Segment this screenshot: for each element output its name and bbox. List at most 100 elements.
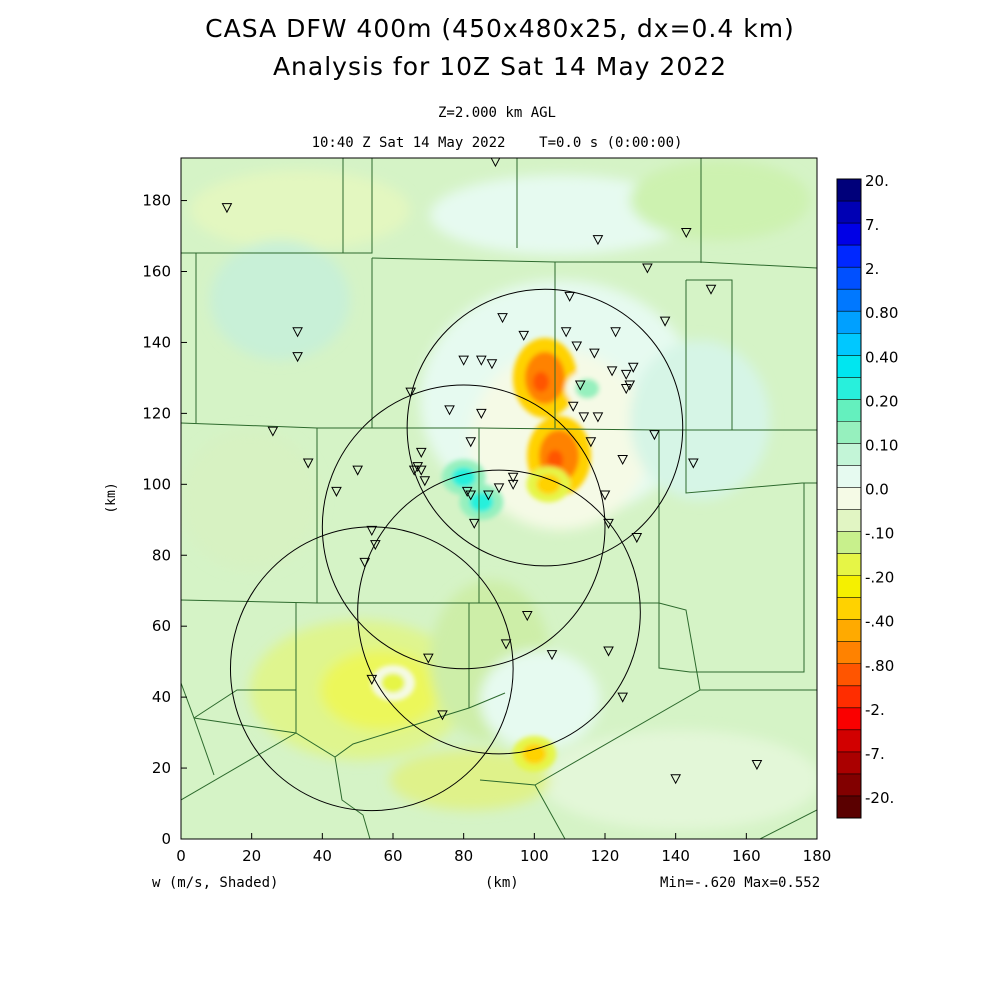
- station-marker: [415, 447, 427, 458]
- station-marker: [688, 458, 699, 469]
- station-marker: [564, 291, 575, 302]
- station-marker: [578, 412, 590, 423]
- station-marker: [642, 263, 653, 274]
- x-tick-label: 60: [383, 847, 402, 865]
- w-feature-core: [451, 467, 476, 488]
- x-tick-label: 0: [176, 847, 186, 865]
- colorbar-swatch: [837, 575, 861, 599]
- county-line: [658, 483, 805, 673]
- colorbar-swatch: [837, 509, 861, 533]
- y-tick-label: 40: [152, 688, 171, 706]
- station-marker: [567, 401, 579, 412]
- station-marker: [507, 479, 519, 490]
- station-marker: [458, 355, 469, 366]
- station-marker: [620, 369, 632, 380]
- colorbar-swatch: [837, 465, 861, 488]
- station-marker: [585, 437, 597, 448]
- colorbar-swatch: [837, 311, 861, 334]
- station-marker: [486, 359, 498, 370]
- colorbar-label: 0.80: [865, 304, 898, 322]
- level-label: Z=2.000 km AGL: [437, 105, 556, 121]
- county-line: [181, 422, 817, 431]
- w-shaded-field: [181, 158, 817, 839]
- colorbar-swatch: [837, 399, 861, 422]
- x-tick-label: 140: [661, 847, 690, 865]
- station-marker: [518, 330, 530, 341]
- station-marker: [560, 327, 572, 338]
- station-marker: [589, 348, 600, 359]
- y-tick-label: 20: [152, 759, 171, 777]
- colorbar-swatch: [837, 377, 861, 400]
- county-line: [759, 809, 817, 839]
- station-marker: [659, 316, 671, 327]
- y-tick-label: 100: [142, 475, 171, 493]
- station-marker: [490, 158, 501, 168]
- w-feature-core: [522, 743, 547, 764]
- station-marker: [405, 387, 416, 398]
- x-axis-label: (km): [485, 875, 519, 891]
- station-marker: [302, 458, 314, 469]
- station-marker: [592, 235, 604, 246]
- colorbar-label: 2.: [865, 260, 879, 278]
- min-max-label: Min=-.620 Max=0.552: [660, 875, 821, 891]
- colorbar-swatch: [837, 663, 861, 687]
- station-marker: [521, 611, 533, 622]
- colorbar-label: 0.0: [865, 480, 889, 498]
- y-tick-label: 60: [152, 617, 171, 635]
- colorbar-label: -.40: [865, 613, 894, 631]
- station-marker: [370, 540, 381, 551]
- station-marker: [606, 366, 618, 377]
- station-marker: [670, 774, 681, 785]
- w-feature-core: [536, 474, 561, 495]
- station-marker: [359, 557, 371, 568]
- county-line: [334, 756, 371, 839]
- w-feature-core: [575, 378, 600, 399]
- station-marker: [507, 472, 519, 483]
- station-marker: [603, 518, 614, 529]
- x-tick-label: 20: [242, 847, 261, 865]
- station-marker: [221, 203, 233, 214]
- station-marker: [592, 412, 604, 423]
- station-marker: [571, 341, 583, 352]
- colorbar-swatch: [837, 641, 861, 665]
- station-marker: [412, 462, 424, 473]
- station-marker: [476, 408, 487, 419]
- station-marker: [292, 352, 303, 363]
- x-tick-label: 40: [313, 847, 332, 865]
- colorbar-swatch: [837, 773, 861, 797]
- x-tick-label: 180: [803, 847, 832, 865]
- station-marker: [617, 454, 628, 466]
- colorbar-label: -.80: [865, 657, 894, 675]
- colorbar-swatch: [837, 355, 861, 378]
- station-marker: [624, 380, 636, 391]
- valid-time-label: 10:40 Z Sat 14 May 2022 T=0.0 s (0:00:00…: [311, 135, 683, 151]
- station-marker: [599, 490, 611, 501]
- colorbar-swatch: [837, 685, 861, 709]
- station-marker: [468, 518, 480, 529]
- y-tick-label: 180: [142, 192, 171, 210]
- station-marker: [267, 426, 279, 437]
- county-line: [181, 158, 373, 254]
- colorbar-swatch: [837, 201, 861, 224]
- station-marker: [680, 227, 692, 239]
- station-marker: [408, 465, 420, 476]
- county-line: [181, 732, 297, 801]
- y-tick-label: 0: [161, 830, 171, 848]
- station-marker: [461, 486, 473, 497]
- colorbar: 20. 7. 2. 0.80 0.40 0.20 0.10 0.0 -.10 -.20 -.40 -.…: [836, 172, 898, 819]
- colorbar-swatch: [837, 179, 861, 202]
- radar-range-ring: [406, 288, 684, 567]
- station-marker: [292, 327, 303, 338]
- y-tick-label: 140: [142, 333, 171, 351]
- county-line: [193, 717, 215, 776]
- radar-range-ring: [321, 384, 606, 670]
- chart-subtitle: Analysis for 10Z Sat 14 May 2022: [272, 52, 728, 81]
- colorbar-swatch: [837, 267, 861, 290]
- colorbar-swatch: [837, 333, 861, 356]
- station-marker: [610, 327, 621, 338]
- colorbar-swatch: [837, 751, 861, 775]
- colorbar-label: 0.20: [865, 392, 898, 410]
- station-marker: [631, 533, 643, 544]
- x-tick-label: 80: [454, 847, 473, 865]
- colorbar-swatch: [837, 531, 861, 555]
